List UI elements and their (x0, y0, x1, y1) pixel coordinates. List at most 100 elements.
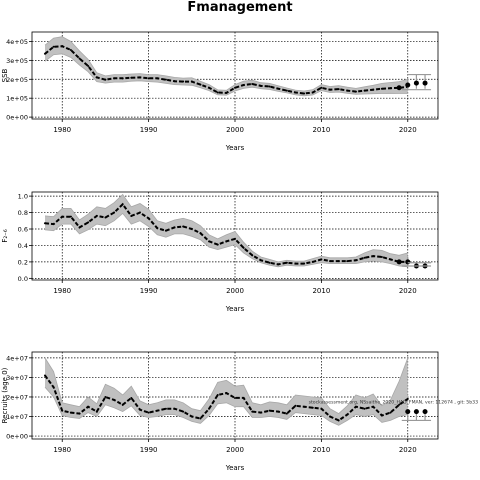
data-point (113, 398, 116, 401)
data-point (208, 86, 211, 89)
data-point (285, 261, 288, 264)
data-point (259, 84, 262, 87)
upper-bound-line (44, 36, 408, 92)
data-point (190, 228, 193, 231)
data-point (164, 78, 167, 81)
forecast-point (405, 82, 411, 88)
data-point (208, 407, 211, 410)
y-tick-label: 0e+00 (6, 433, 28, 441)
data-point (320, 86, 323, 89)
data-point (380, 87, 383, 90)
data-point (43, 52, 46, 55)
panel-2: 1980 1990 2000 2010 2020 0.0 0.2 0.4 0.6 0.8 1.0 Ye… (1, 191, 439, 313)
data-point (277, 263, 280, 266)
x-tick-label: 1990 (140, 446, 158, 454)
y-tick-label: 3e+07 (6, 374, 28, 382)
data-point (104, 216, 107, 219)
confidence-band (45, 194, 408, 267)
data-point (320, 407, 323, 410)
data-point (363, 407, 366, 410)
data-point (164, 229, 167, 232)
x-tick-label: 1990 (140, 126, 158, 134)
data-point (346, 260, 349, 263)
data-point (303, 92, 306, 95)
y-tick-label: 1e+07 (6, 413, 28, 421)
data-point (354, 90, 357, 93)
panel-1: 1980 1990 2000 2010 2020 0e+00 1e+05 2e+05 3e+05… (1, 31, 439, 152)
page-title: Fmanagement (187, 0, 293, 15)
lower-bound-line (44, 53, 408, 97)
x-tick-label: 1980 (53, 126, 71, 134)
data-point (311, 260, 314, 263)
data-point (380, 255, 383, 258)
data-point (113, 211, 116, 214)
data-point (337, 88, 340, 91)
forecast-point (413, 80, 419, 86)
data-point (363, 89, 366, 92)
confidence-band (45, 36, 408, 96)
x-tick-label: 2000 (226, 446, 244, 454)
data-point (104, 78, 107, 81)
data-point (354, 405, 357, 408)
data-point (372, 255, 375, 258)
data-point (87, 221, 90, 224)
data-point (78, 57, 81, 60)
data-point (294, 262, 297, 265)
data-point (303, 405, 306, 408)
x-tick-label: 2020 (399, 446, 417, 454)
data-point (43, 374, 46, 377)
data-point (190, 415, 193, 418)
forecast-point (396, 85, 402, 91)
data-point (147, 77, 150, 80)
data-point (372, 405, 375, 408)
data-point (130, 214, 133, 217)
data-point (268, 409, 271, 412)
data-point (61, 45, 64, 48)
data-point (277, 87, 280, 90)
forecast-point (422, 409, 428, 415)
data-point (95, 76, 98, 79)
data-point (147, 411, 150, 414)
y-tick-label: 3e+05 (6, 57, 28, 65)
data-point (87, 405, 90, 408)
data-point (234, 86, 236, 89)
data-point (406, 397, 409, 400)
y-tick-label: 1.0 (18, 193, 28, 201)
data-point (372, 88, 375, 91)
data-point (199, 83, 202, 86)
data-point (138, 408, 141, 411)
data-point (346, 413, 349, 416)
data-point (389, 411, 392, 414)
data-point (121, 203, 124, 206)
x-tick-label: 2000 (226, 287, 244, 295)
upper-bound-line (44, 357, 409, 415)
data-point (182, 225, 185, 228)
data-point (346, 89, 349, 92)
data-point (52, 45, 55, 48)
data-point (311, 406, 314, 409)
data-point (311, 91, 314, 94)
data-point (303, 262, 306, 265)
y-tick-label: 0.2 (18, 258, 28, 266)
x-axis-label: Years (225, 144, 245, 152)
data-point (156, 227, 159, 230)
data-point (285, 89, 288, 92)
data-point (199, 417, 202, 420)
data-point (363, 256, 366, 259)
data-point (294, 91, 297, 94)
data-point (69, 48, 72, 51)
data-point (225, 392, 228, 395)
data-point (329, 415, 332, 418)
data-point (242, 396, 245, 399)
data-point (113, 77, 116, 80)
x-tick-label: 2010 (312, 446, 330, 454)
data-point (121, 77, 124, 80)
data-point (61, 215, 64, 218)
y-tick-label: 0.4 (18, 242, 28, 250)
y-axis-label: Recruits (age 0) (1, 367, 9, 423)
estimate-line (44, 45, 408, 95)
data-point (251, 83, 254, 86)
x-axis-label: Years (225, 464, 245, 472)
data-point (234, 396, 236, 399)
